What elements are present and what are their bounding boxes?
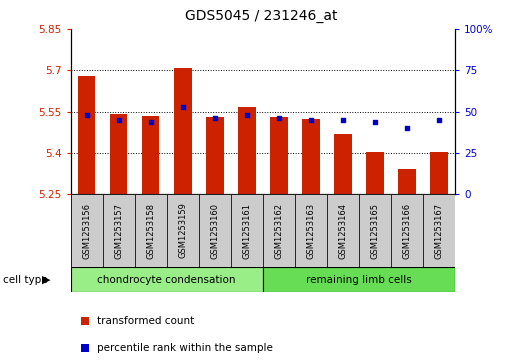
Point <box>83 112 91 118</box>
Bar <box>71 267 263 292</box>
Point <box>211 115 219 121</box>
Point <box>115 117 123 123</box>
Bar <box>206 117 223 194</box>
Text: GSM1253162: GSM1253162 <box>275 203 283 258</box>
Text: GSM1253158: GSM1253158 <box>146 203 155 258</box>
Point <box>275 115 283 121</box>
Bar <box>295 194 327 267</box>
Text: GSM1253159: GSM1253159 <box>178 203 187 258</box>
Text: remaining limb cells: remaining limb cells <box>306 274 412 285</box>
Text: GSM1253160: GSM1253160 <box>210 203 219 258</box>
Bar <box>391 194 423 267</box>
Text: cell type: cell type <box>3 274 47 285</box>
Bar <box>270 117 288 194</box>
Bar <box>263 267 455 292</box>
Bar <box>231 194 263 267</box>
Text: chondrocyte condensation: chondrocyte condensation <box>97 274 236 285</box>
Bar <box>366 151 384 194</box>
Text: GSM1253161: GSM1253161 <box>242 203 251 258</box>
Bar <box>103 194 135 267</box>
Bar <box>78 76 95 194</box>
Bar <box>238 107 256 194</box>
Bar <box>423 194 455 267</box>
Point <box>403 125 411 131</box>
Bar <box>398 170 416 194</box>
Bar <box>174 68 191 194</box>
Text: GSM1253167: GSM1253167 <box>435 203 444 258</box>
Bar <box>135 194 167 267</box>
Point <box>243 112 251 118</box>
Bar <box>359 194 391 267</box>
Text: GDS5045 / 231246_at: GDS5045 / 231246_at <box>185 9 338 23</box>
Point <box>178 104 187 110</box>
Bar <box>334 134 351 194</box>
Text: GSM1253157: GSM1253157 <box>114 203 123 258</box>
Text: GSM1253166: GSM1253166 <box>403 203 412 258</box>
Text: transformed count: transformed count <box>97 316 194 326</box>
Text: GSM1253164: GSM1253164 <box>338 203 347 258</box>
Point <box>435 117 443 123</box>
Text: GSM1253163: GSM1253163 <box>306 203 315 258</box>
Text: GSM1253165: GSM1253165 <box>370 203 379 258</box>
Bar <box>302 118 320 194</box>
Point <box>146 119 155 125</box>
Bar <box>199 194 231 267</box>
Bar <box>327 194 359 267</box>
Text: percentile rank within the sample: percentile rank within the sample <box>97 343 272 353</box>
Point <box>371 119 379 125</box>
Point <box>306 117 315 123</box>
Bar <box>167 194 199 267</box>
Text: GSM1253156: GSM1253156 <box>82 203 91 258</box>
Bar <box>142 116 160 194</box>
Bar <box>430 151 448 194</box>
Bar <box>71 194 103 267</box>
Text: ▶: ▶ <box>42 274 50 285</box>
Bar <box>263 194 295 267</box>
Bar <box>110 114 128 194</box>
Point <box>339 117 347 123</box>
